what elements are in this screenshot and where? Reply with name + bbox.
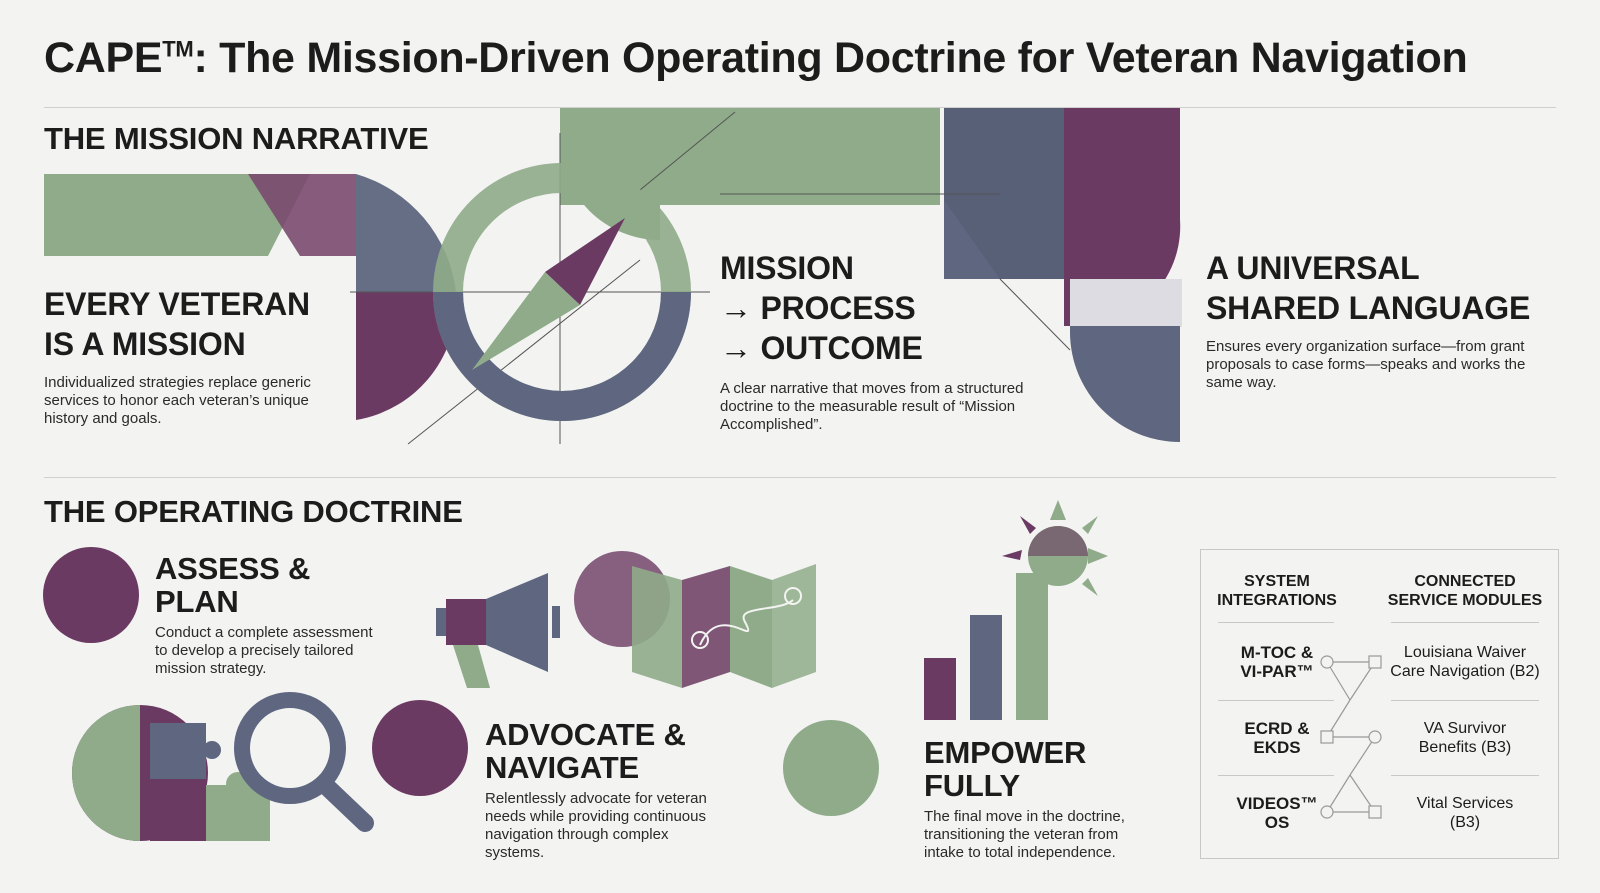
empower-dot — [783, 720, 879, 816]
magnifier-icon — [234, 692, 374, 832]
step-body: Relentlessly advocate for veteran needs … — [485, 790, 707, 861]
system-item: ECRD & EKDS — [1244, 719, 1310, 757]
divider — [1391, 622, 1539, 623]
divider — [1391, 775, 1539, 776]
module-item: Vital Services (B3) — [1416, 795, 1514, 831]
module-item: VA Survivor Benefits (B3) — [1418, 720, 1512, 756]
narrative-card-mission-process: MISSION → PROCESS → OUTCOME A clear narr… — [720, 248, 1060, 434]
doctrine-section-title: THE OPERATING DOCTRINE — [44, 494, 463, 529]
step-body: Conduct a complete assessment to develop… — [155, 624, 373, 677]
divider — [1391, 700, 1539, 701]
compass-icon — [433, 163, 691, 421]
doctrine-step-empower: EMPOWER FULLY The final move in the doct… — [924, 736, 1154, 862]
sun-icon — [1002, 500, 1108, 596]
integrations-panel — [1200, 549, 1559, 859]
step-heading: ASSESS & PLAN — [155, 551, 311, 619]
doctrine-step-advocate: ADVOCATE & NAVIGATE Relentlessly advocat… — [485, 718, 735, 862]
step-heading: EMPOWER FULLY — [924, 735, 1087, 803]
integration-connectors — [1320, 655, 1382, 819]
title-divider — [44, 107, 1556, 108]
narrative-card-every-veteran: EVERY VETERAN IS A MISSION Individualize… — [44, 284, 344, 428]
advocate-dot — [372, 700, 468, 796]
card-heading: EVERY VETERAN IS A MISSION — [44, 286, 310, 362]
service-modules-title: CONNECTED SERVICE MODULES — [1387, 573, 1543, 609]
system-integrations-title: SYSTEM INTEGRATIONS — [1217, 573, 1337, 609]
step-body: The final move in the doctrine, transiti… — [924, 808, 1125, 861]
narrative-section-title: THE MISSION NARRATIVE — [44, 121, 429, 156]
growth-chart-icon — [924, 573, 1048, 720]
doctrine-step-assess: ASSESS & PLAN Conduct a complete assessm… — [155, 552, 395, 678]
narrative-banner-art — [44, 107, 1182, 445]
card-body: Individualized strategies replace generi… — [44, 374, 311, 427]
megaphone-icon — [436, 573, 560, 688]
system-item: VIDEOS™ OS — [1236, 794, 1318, 832]
divider — [1218, 775, 1334, 776]
section-divider — [44, 477, 1556, 478]
card-body: A clear narrative that moves from a stru… — [720, 380, 1024, 433]
map-icon — [632, 564, 816, 688]
assess-dot — [43, 547, 139, 643]
page-title: CAPETM: The Mission-Driven Operating Doc… — [44, 34, 1468, 82]
puzzle-icon — [72, 705, 270, 841]
divider — [1218, 700, 1334, 701]
card-body: Ensures every organization surface—from … — [1206, 338, 1526, 391]
card-heading: MISSION → PROCESS → OUTCOME — [720, 250, 923, 366]
step-heading: ADVOCATE & NAVIGATE — [485, 717, 686, 785]
card-heading: A UNIVERSAL SHARED LANGUAGE — [1206, 250, 1531, 326]
divider — [1218, 622, 1334, 623]
narrative-card-shared-language: A UNIVERSAL SHARED LANGUAGE Ensures ever… — [1206, 248, 1556, 392]
module-item: Louisiana Waiver Care Navigation (B2) — [1390, 644, 1540, 680]
system-item: M-TOC & VI-PAR™ — [1240, 643, 1314, 681]
